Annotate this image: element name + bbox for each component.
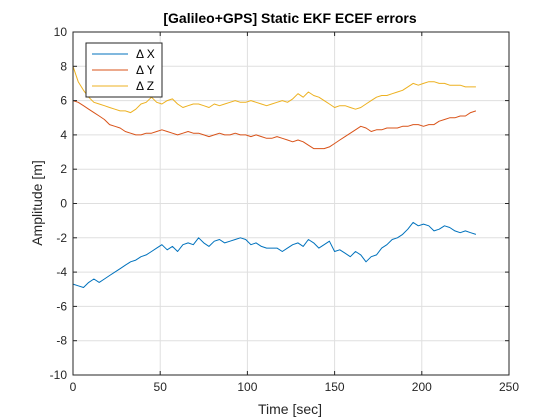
- y-axis-label: Amplitude [m]: [29, 160, 45, 246]
- chart-title: [Galileo+GPS] Static EKF ECEF errors: [163, 10, 416, 26]
- x-tick-label: 100: [237, 380, 257, 394]
- y-tick-label: 0: [60, 197, 67, 211]
- legend-label: Δ Z: [136, 79, 154, 93]
- y-tick-label: -2: [56, 231, 67, 245]
- y-tick-label: -10: [50, 368, 68, 382]
- legend: Δ X Δ Y Δ Z: [85, 42, 163, 98]
- y-tick-label: -6: [56, 299, 67, 313]
- y-tick-label: -4: [56, 265, 67, 279]
- series-line-2: [72, 100, 477, 150]
- series-line-3: [72, 66, 476, 114]
- y-tick-label: -8: [56, 334, 67, 348]
- y-tick-label: 6: [60, 94, 67, 108]
- y-tick-label: 2: [60, 162, 67, 176]
- y-tick-label: 8: [60, 59, 67, 73]
- x-tick-label: 250: [499, 380, 519, 394]
- x-tick-label: 50: [154, 380, 168, 394]
- legend-label: Δ X: [136, 47, 155, 61]
- series-layer: [72, 66, 477, 288]
- axis-ticks: 0 50 100 150 200 250 -10 -8 -6 -4 -2 0 2 4 6 8 10: [50, 25, 520, 394]
- x-tick-label: 200: [412, 380, 432, 394]
- legend-label: Δ Y: [136, 63, 155, 77]
- x-axis-label: Time [sec]: [258, 401, 322, 417]
- x-tick-label: 150: [325, 380, 345, 394]
- y-tick-label: 10: [54, 25, 68, 39]
- series-line-1: [72, 221, 477, 288]
- y-tick-label: 4: [60, 128, 67, 142]
- x-tick-label: 0: [70, 380, 77, 394]
